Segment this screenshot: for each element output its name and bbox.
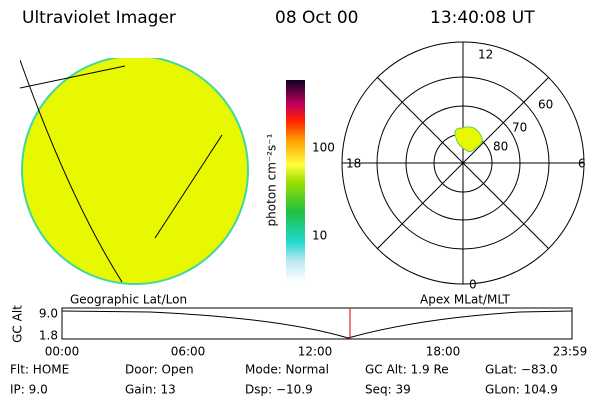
info: Seq: 39 bbox=[365, 383, 411, 397]
lat-label: 60 bbox=[538, 98, 553, 112]
mlt-label: 12 bbox=[478, 48, 493, 62]
info: GLat: −83.0 bbox=[485, 363, 558, 377]
x-tick-label: 06:00 bbox=[171, 345, 206, 359]
info: GLon: 104.9 bbox=[485, 383, 558, 397]
timeline-title: Apex MLat/MLT bbox=[420, 293, 510, 307]
y-tick-label: 9.0 bbox=[39, 307, 58, 321]
altitude-curve bbox=[61, 310, 573, 339]
info: Door: Open bbox=[125, 363, 194, 377]
colorbar bbox=[286, 80, 305, 282]
time: 13:40:08 UT bbox=[430, 8, 535, 28]
mlt-label: 6 bbox=[578, 157, 586, 171]
date: 08 Oct 00 bbox=[275, 8, 358, 28]
x-tick-label: 12:00 bbox=[298, 345, 333, 359]
y-tick-label: 1.8 bbox=[39, 329, 58, 343]
y-label: GC Alt bbox=[11, 305, 25, 343]
timeline-title: Geographic Lat/Lon bbox=[70, 293, 187, 307]
mlt-label: 18 bbox=[346, 157, 361, 171]
uv-image bbox=[20, 58, 249, 285]
lat-label: 80 bbox=[493, 140, 508, 154]
timeline-frame bbox=[61, 307, 573, 340]
info: Flt: HOME bbox=[10, 363, 69, 377]
aurora bbox=[454, 126, 483, 153]
info: Gain: 13 bbox=[125, 383, 176, 397]
colorbar-tick: 100 bbox=[312, 141, 335, 155]
colorbar-label: photon cm⁻²s⁻¹ bbox=[265, 133, 279, 226]
x-tick-label: 00:00 bbox=[45, 345, 80, 359]
lat-label: 70 bbox=[512, 121, 527, 135]
title: Ultraviolet Imager bbox=[22, 8, 176, 28]
x-tick-label: 23:59 bbox=[553, 345, 588, 359]
info: IP: 9.0 bbox=[10, 383, 48, 397]
colorbar-tick: 10 bbox=[312, 229, 327, 243]
polar-grid bbox=[341, 41, 585, 285]
info: Dsp: −10.9 bbox=[245, 383, 313, 397]
mlt-label: 0 bbox=[469, 278, 477, 292]
info: GC Alt: 1.9 Re bbox=[365, 363, 449, 377]
x-tick-label: 18:00 bbox=[426, 345, 461, 359]
info: Mode: Normal bbox=[245, 363, 329, 377]
